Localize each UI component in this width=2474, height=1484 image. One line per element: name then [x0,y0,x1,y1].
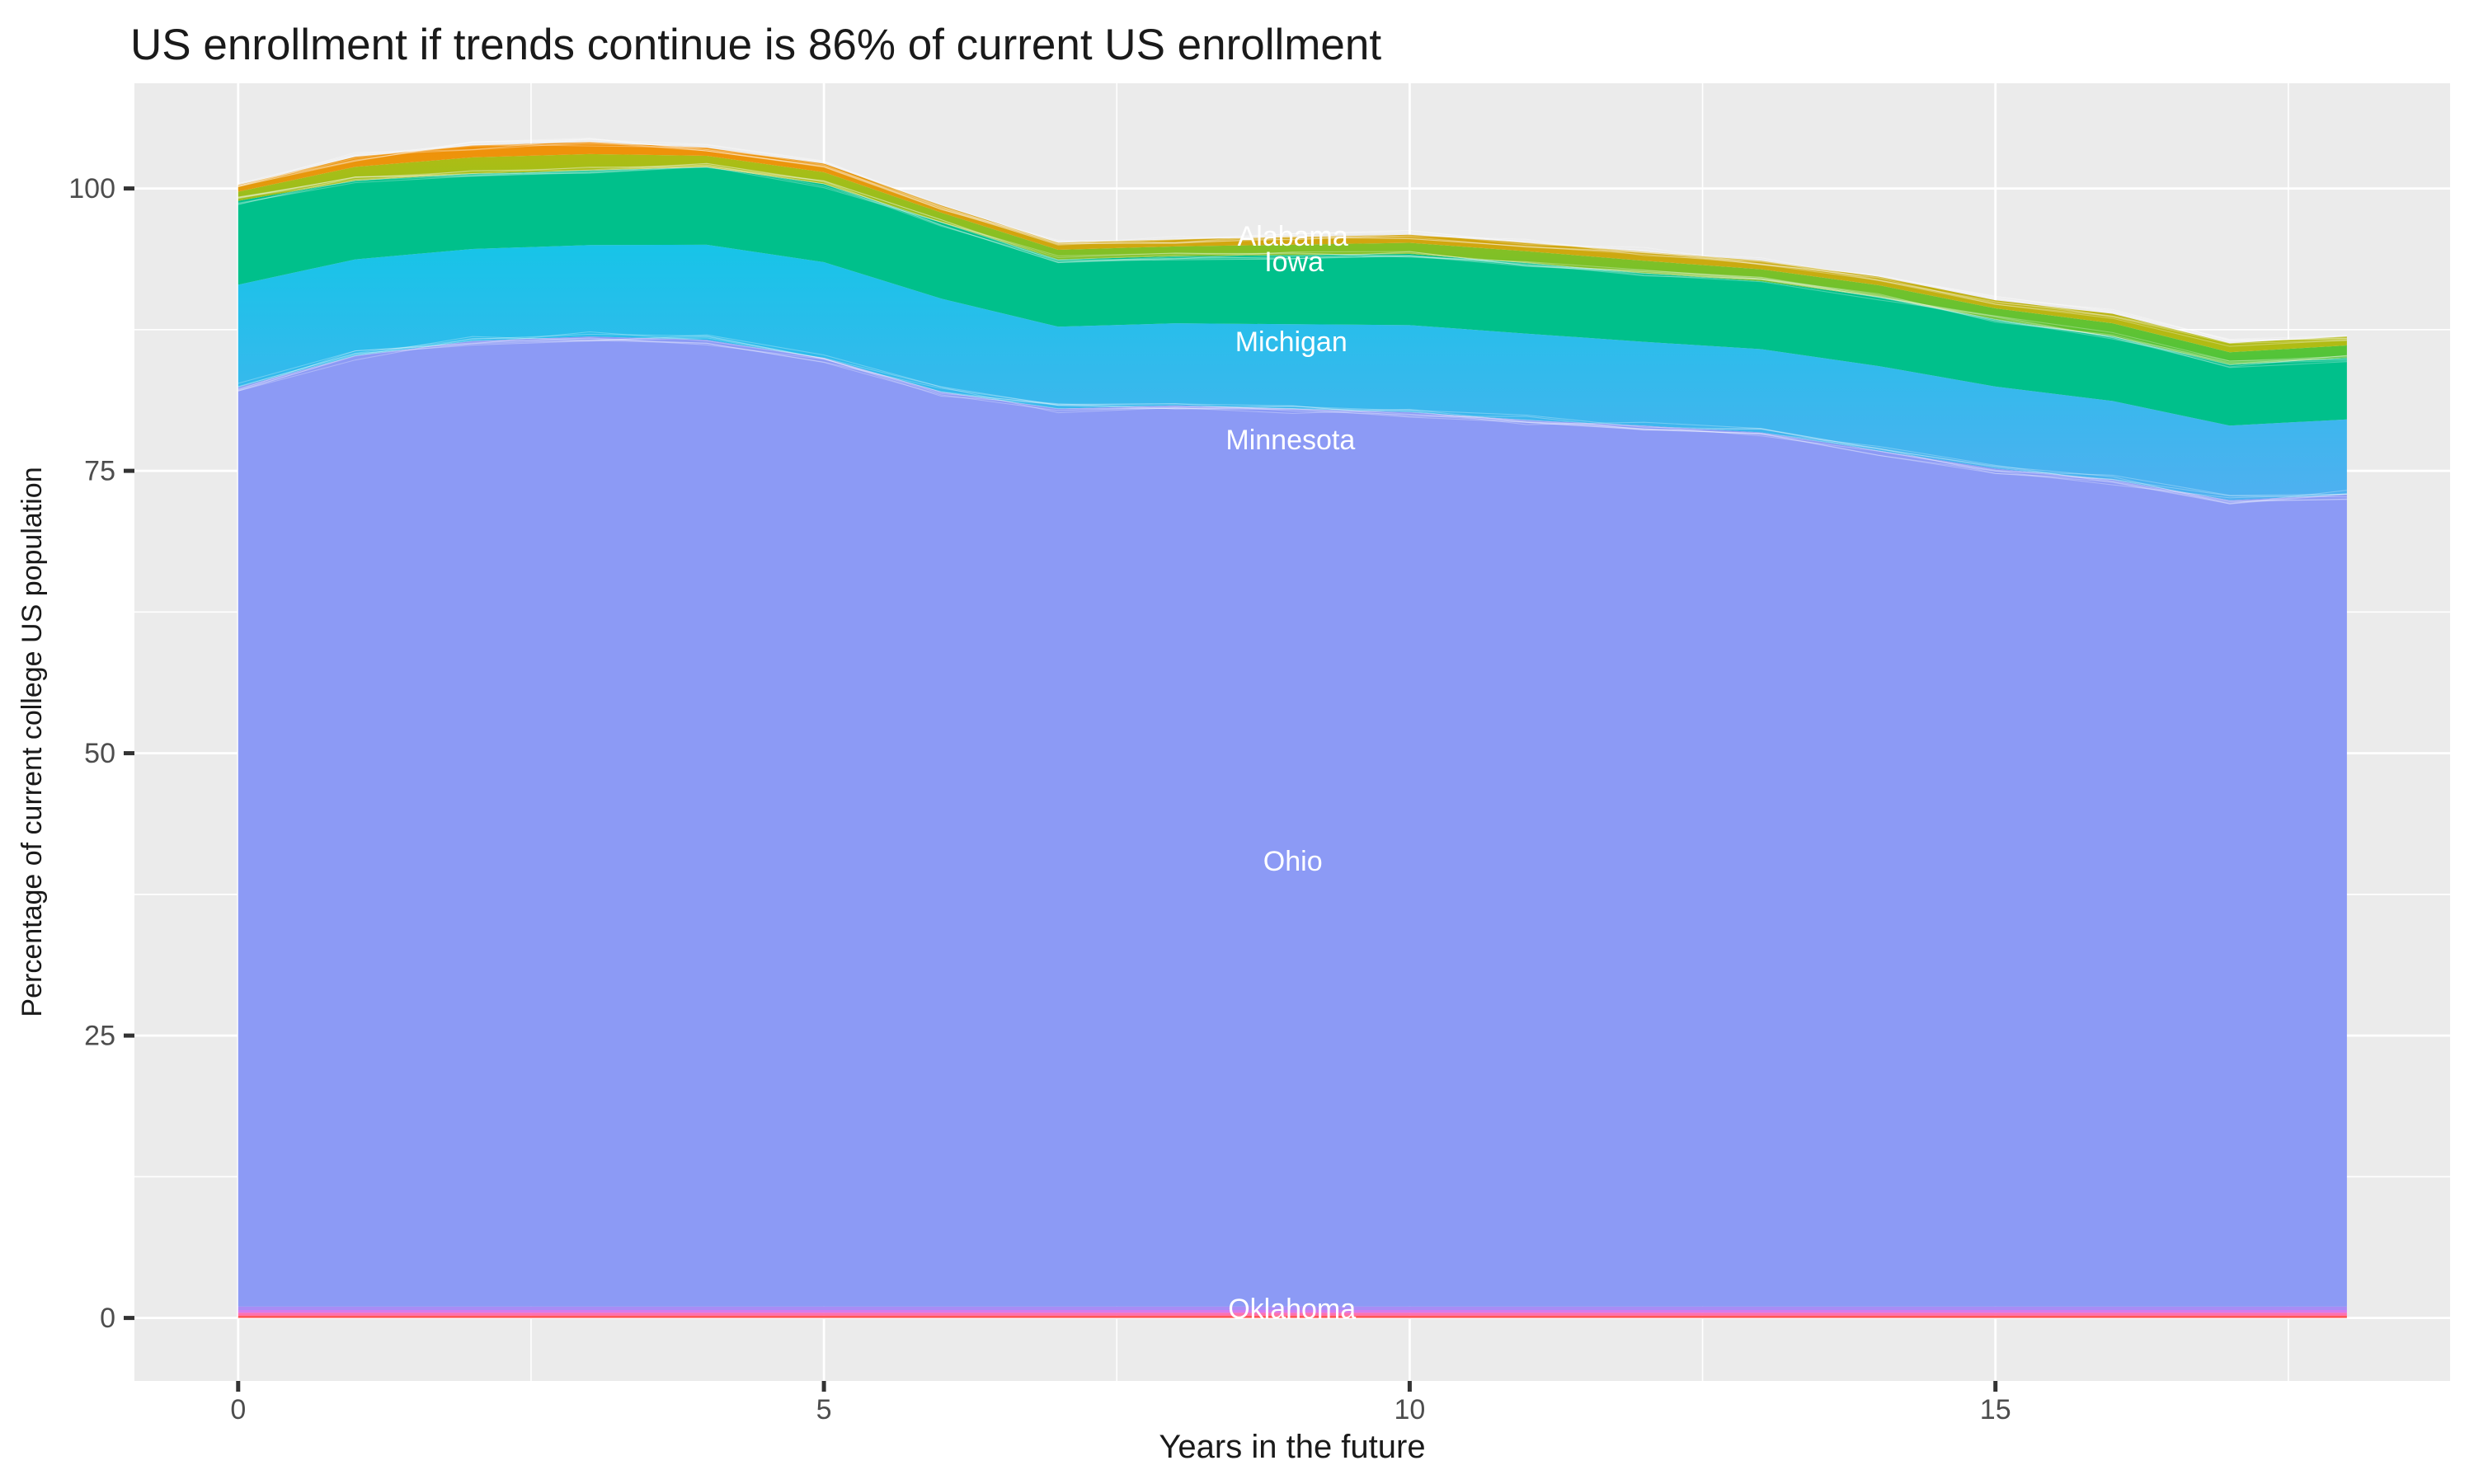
svg-text:5: 5 [816,1394,832,1425]
svg-text:75: 75 [84,456,115,487]
svg-text:Oklahoma: Oklahoma [1228,1294,1356,1325]
svg-text:100: 100 [68,173,115,204]
svg-text:Michigan: Michigan [1235,326,1348,358]
svg-text:Percentage of current college: Percentage of current college US populat… [16,467,48,1017]
svg-text:25: 25 [84,1021,115,1052]
svg-text:Ohio: Ohio [1263,846,1323,877]
svg-text:0: 0 [230,1394,246,1425]
svg-text:50: 50 [84,738,115,769]
svg-text:Minnesota: Minnesota [1225,425,1355,456]
svg-text:0: 0 [100,1303,115,1334]
svg-text:10: 10 [1394,1394,1425,1425]
svg-text:15: 15 [1980,1394,2011,1425]
svg-text:Iowa: Iowa [1264,247,1324,278]
